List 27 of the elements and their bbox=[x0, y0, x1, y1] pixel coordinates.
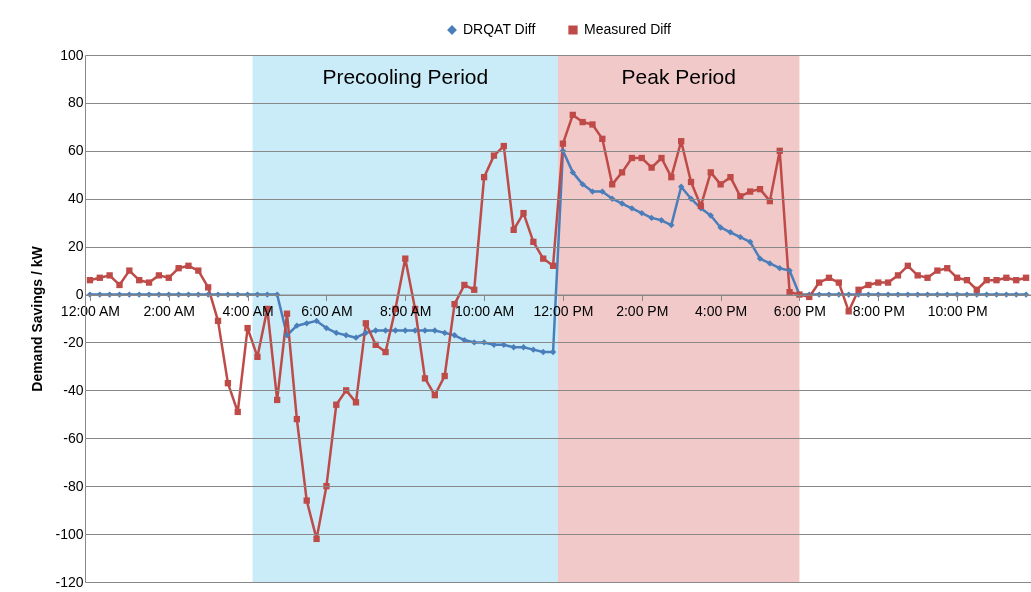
y-tick-label: -60 bbox=[63, 429, 84, 446]
x-tick-label: 12:00 PM bbox=[533, 303, 594, 320]
band-label: Precooling Period bbox=[322, 65, 489, 88]
y-tick-label: 0 bbox=[75, 286, 84, 303]
x-tick-label: 8:00 PM bbox=[852, 303, 905, 320]
x-tick-label: 10:00 AM bbox=[455, 303, 515, 320]
x-tick-label: 10:00 PM bbox=[927, 303, 988, 320]
y-tick-label: -100 bbox=[55, 525, 84, 542]
y-tick-label: 100 bbox=[60, 46, 84, 63]
y-tick-label: -120 bbox=[55, 573, 84, 590]
y-tick-label: 80 bbox=[67, 94, 84, 111]
y-tick-label: 60 bbox=[67, 142, 84, 159]
y-tick-label: 20 bbox=[67, 238, 84, 255]
y-tick-label: 40 bbox=[67, 190, 84, 207]
band-label: Peak Period bbox=[621, 65, 736, 88]
x-tick-label: 6:00 AM bbox=[301, 303, 353, 320]
y-axis-title: Demand Savings / kW bbox=[29, 245, 46, 392]
x-tick-label: 2:00 AM bbox=[143, 303, 195, 320]
legend-label: DRQAT Diff bbox=[463, 21, 536, 37]
x-tick-label: 6:00 PM bbox=[773, 303, 826, 320]
x-tick-label: 4:00 PM bbox=[695, 303, 748, 320]
legend-label: Measured Diff bbox=[584, 21, 671, 37]
y-tick-label: -80 bbox=[63, 477, 84, 494]
x-tick-label: 2:00 PM bbox=[616, 303, 669, 320]
x-tick-label: 12:00 AM bbox=[60, 303, 121, 320]
y-tick-label: -20 bbox=[63, 333, 84, 350]
y-tick-label: -40 bbox=[63, 381, 84, 398]
